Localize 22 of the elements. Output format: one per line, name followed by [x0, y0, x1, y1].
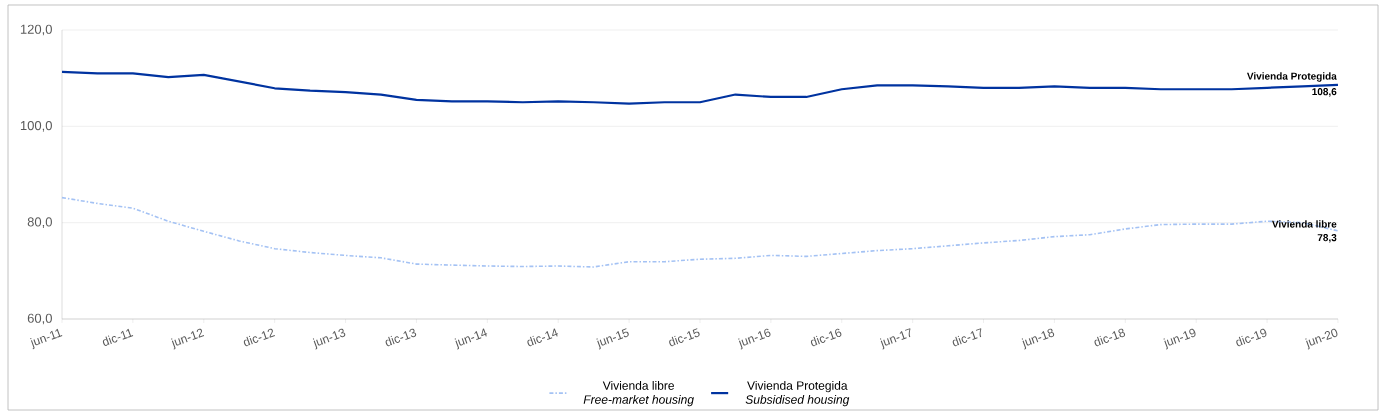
x-tick-label: dic-14	[527, 328, 559, 347]
x-tick-label: dic-15	[669, 328, 700, 347]
text: Vivienda Protegida	[1246, 72, 1337, 82]
x-tick-label: dic-17	[952, 328, 982, 347]
y-tick-label: 120,0	[20, 24, 52, 36]
x-tick-label: dic-12	[243, 328, 275, 347]
text: Subsidised housing	[745, 395, 850, 407]
x-tick-label: dic-16	[810, 328, 842, 347]
series-label: Vivienda libre	[1271, 220, 1337, 228]
x-tick-label: dic-19	[1236, 328, 1267, 347]
text: Free-market housing	[583, 395, 694, 407]
x-tick-label: dic-13	[385, 328, 417, 347]
legend-label: Vivienda Protegida	[747, 381, 848, 393]
data-label: 78,3	[1317, 234, 1337, 243]
x-tick-label: jun-11	[30, 328, 63, 350]
x-tick-label: dic-18	[1094, 328, 1126, 347]
y-tick-label: 60,0	[27, 313, 52, 325]
y-tick-label: 100,0	[20, 120, 52, 132]
data-label: 108,6	[1312, 88, 1337, 97]
y-tick-label: 80,0	[27, 217, 52, 229]
text: Vivienda libre	[602, 381, 674, 390]
x-tick-label: dic-11	[102, 328, 134, 346]
